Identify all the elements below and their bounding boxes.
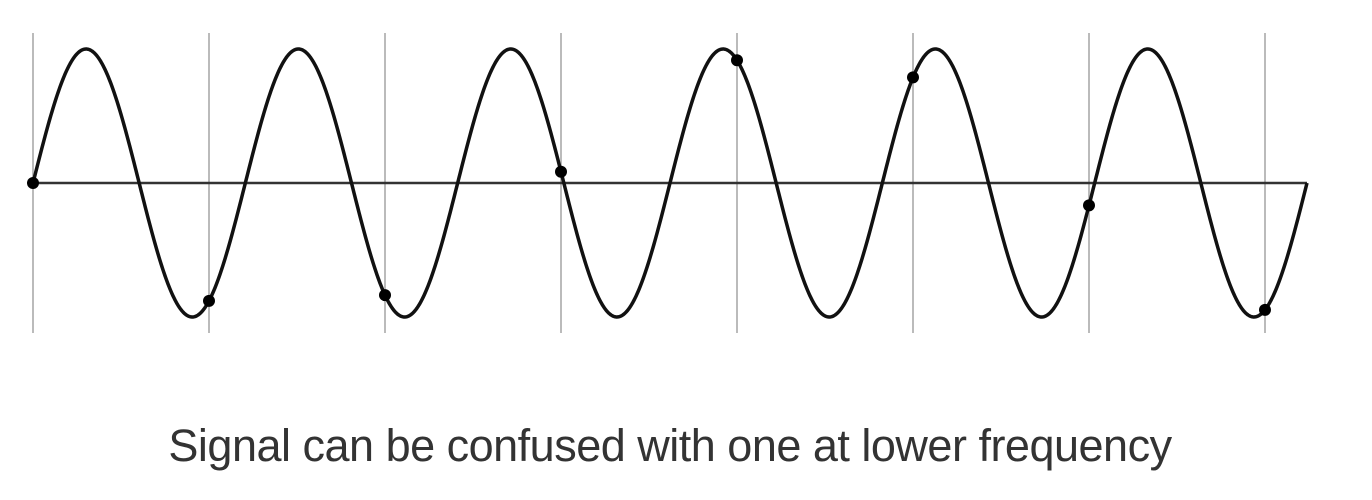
signal-wave	[31, 47, 1309, 319]
sample-point	[1259, 303, 1271, 316]
sample-points-group	[27, 54, 1271, 316]
figure-caption: Signal can be confused with one at lower…	[168, 420, 1172, 471]
aliasing-diagram	[27, 33, 1309, 333]
sample-point	[555, 165, 567, 178]
sample-point	[27, 177, 39, 189]
sample-point	[731, 54, 743, 67]
sample-point	[907, 71, 919, 84]
sample-point	[1083, 199, 1095, 212]
sample-point	[379, 289, 391, 302]
sample-point	[203, 294, 215, 307]
